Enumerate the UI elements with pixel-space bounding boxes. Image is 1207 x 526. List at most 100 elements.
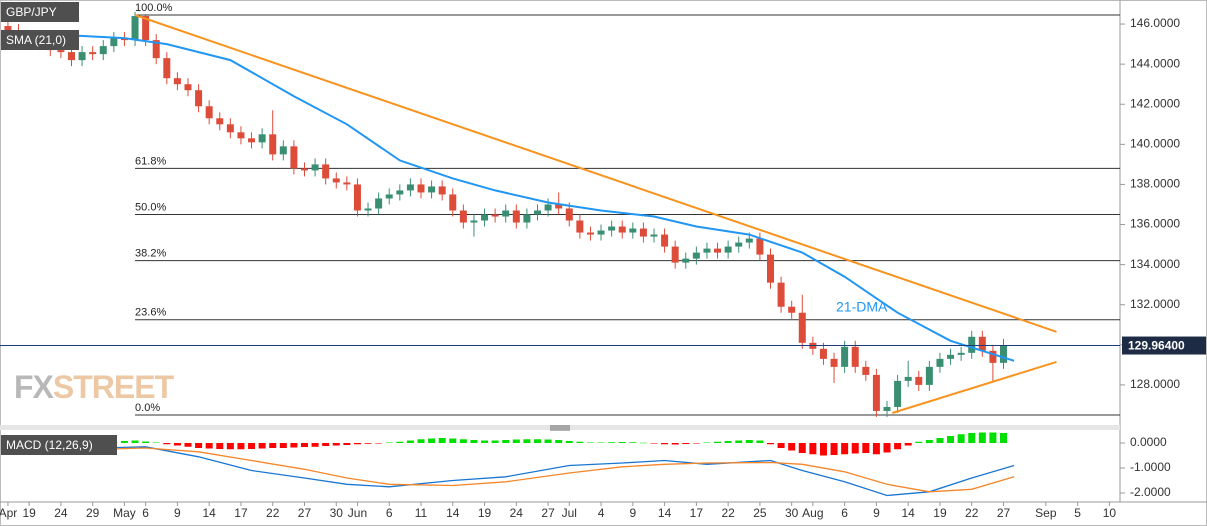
legend-box: [1, 435, 117, 455]
candle-body: [481, 214, 489, 221]
histogram-bar: [120, 441, 128, 443]
candle-body: [67, 52, 75, 61]
candle-body: [385, 194, 393, 199]
histogram-bar: [618, 442, 626, 443]
histogram-bar: [925, 440, 933, 443]
candle-body: [883, 406, 891, 411]
x-tick-label: 9: [873, 506, 880, 520]
histogram-bar: [999, 433, 1007, 443]
histogram-bar: [798, 443, 806, 453]
x-tick-label: 19: [478, 506, 492, 520]
fib-label: 61.8%: [135, 155, 166, 167]
histogram-bar: [788, 443, 796, 451]
last-price-label: 129.96400: [1128, 339, 1185, 353]
x-tick-label: 19: [22, 506, 36, 520]
candle-body: [248, 138, 256, 143]
y-tick-label: 138.0000: [1130, 177, 1180, 191]
candle-body: [925, 366, 933, 385]
histogram-bar: [502, 440, 510, 443]
histogram-bar: [300, 443, 308, 447]
histogram-bar: [290, 443, 298, 448]
candle-body: [661, 234, 669, 247]
candle-body: [756, 238, 764, 255]
histogram-bar: [512, 439, 520, 443]
histogram-bar: [311, 443, 319, 447]
candle-body: [89, 52, 97, 55]
sma-line: [7, 31, 1015, 362]
x-tick-label: 27: [997, 506, 1011, 520]
candle-body: [872, 374, 880, 411]
candle-body: [544, 204, 552, 211]
candle-body: [300, 168, 308, 171]
histogram-bar: [947, 436, 955, 443]
histogram-bar: [428, 438, 436, 443]
y-tick-label: 142.0000: [1130, 96, 1180, 110]
fib-label: 23.6%: [135, 307, 166, 319]
x-tick-label: 27: [541, 506, 555, 520]
y-tick-label: 146.0000: [1130, 16, 1180, 30]
candle-body: [78, 52, 86, 61]
candle-body: [830, 358, 838, 367]
candle-body: [745, 238, 753, 243]
x-tick-label: 25: [753, 506, 767, 520]
x-tick-label: 22: [965, 506, 979, 520]
histogram-bar: [872, 443, 880, 455]
candle-body: [957, 352, 965, 355]
y-tick-label: 0.0000: [1130, 435, 1167, 449]
candle-body: [523, 214, 531, 223]
candle-body: [841, 346, 849, 367]
candle-body: [904, 376, 912, 381]
candle-body: [417, 184, 425, 193]
watermark-part: STREET: [53, 369, 175, 405]
y-tick-label: 140.0000: [1130, 137, 1180, 151]
x-tick-label: 29: [86, 506, 100, 520]
y-tick-label: 128.0000: [1130, 377, 1180, 391]
histogram-bar: [205, 443, 213, 449]
histogram-bar: [555, 440, 563, 443]
histogram-bar: [258, 443, 266, 449]
candle-body: [555, 204, 563, 209]
histogram-bar: [248, 443, 256, 449]
candle-body: [915, 376, 923, 385]
candle-body: [735, 242, 743, 247]
histogram-bar: [565, 441, 573, 443]
x-tick-label: 22: [266, 506, 280, 520]
x-tick-label: 17: [234, 506, 248, 520]
candle-body: [131, 16, 139, 41]
candle-body: [533, 210, 541, 215]
histogram-bar: [385, 442, 393, 443]
candle-body: [142, 16, 150, 41]
histogram-bar: [819, 443, 827, 456]
x-tick-label: Jun: [348, 506, 367, 520]
candle-body: [978, 336, 986, 351]
x-tick-label: 9: [174, 506, 181, 520]
candle-body: [311, 164, 319, 171]
histogram-bar: [353, 443, 361, 445]
histogram-bar: [184, 443, 192, 447]
x-tick-label: 11: [415, 506, 428, 520]
legend-symbol: GBP/JPY: [6, 5, 57, 19]
candle-body: [290, 146, 298, 169]
histogram-bar: [131, 440, 139, 443]
candle-body: [4, 26, 12, 31]
candle-body: [766, 254, 774, 283]
x-tick-label: 30: [785, 506, 799, 520]
histogram-bar: [364, 443, 372, 444]
candle-body: [237, 132, 245, 139]
x-tick-label: 6: [142, 506, 149, 520]
histogram-bar: [173, 443, 181, 446]
histogram-bar: [883, 443, 891, 453]
x-tick-label: Jul: [562, 506, 577, 520]
candle-body: [279, 146, 287, 155]
histogram-bar: [915, 441, 923, 443]
annotation: 21-DMA: [836, 299, 888, 315]
x-tick-label: 24: [510, 506, 524, 520]
candle-body: [195, 90, 203, 107]
histogram-bar: [692, 443, 700, 444]
x-tick-label: 5: [1074, 506, 1081, 520]
histogram-bar: [237, 443, 245, 450]
last-price-box: [1122, 336, 1206, 355]
macd-line: [7, 446, 1015, 497]
histogram-bar: [862, 443, 870, 453]
histogram-bar: [597, 442, 605, 443]
